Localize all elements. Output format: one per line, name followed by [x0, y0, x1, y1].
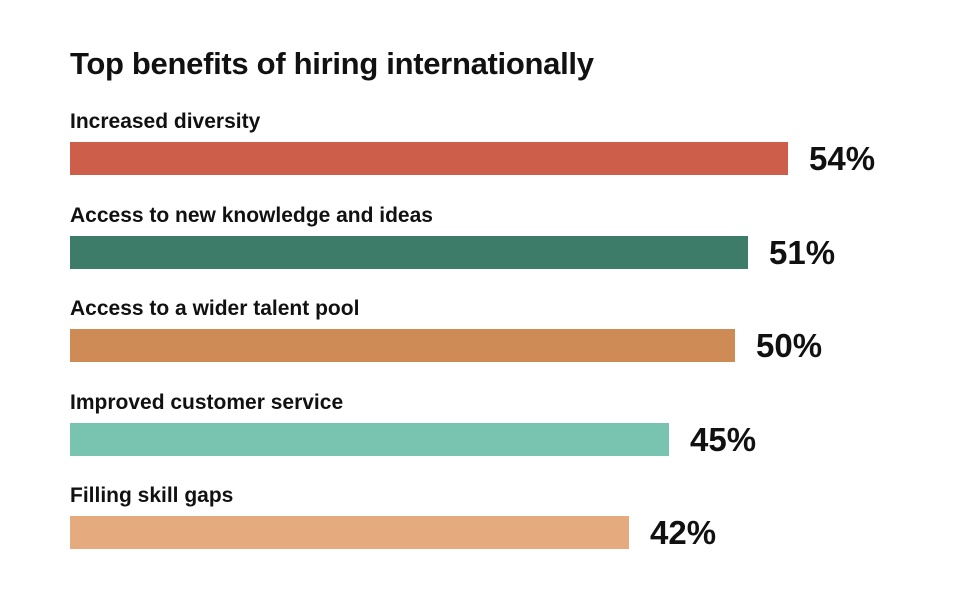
value-label: 51%	[769, 234, 836, 271]
bar	[70, 516, 629, 549]
category-label: Access to a wider talent pool	[70, 297, 360, 320]
value-label: 50%	[756, 327, 823, 364]
chart-title: Top benefits of hiring internationally	[70, 46, 594, 81]
category-label: Increased diversity	[70, 110, 261, 133]
category-label: Improved customer service	[70, 391, 344, 414]
bar	[70, 236, 748, 269]
value-label: 45%	[690, 421, 757, 458]
bar	[70, 142, 788, 175]
bar	[70, 423, 669, 456]
category-label: Filling skill gaps	[70, 484, 234, 507]
category-label: Access to new knowledge and ideas	[70, 204, 433, 227]
value-label: 54%	[809, 140, 876, 177]
value-label: 42%	[650, 514, 717, 551]
bar	[70, 329, 735, 362]
